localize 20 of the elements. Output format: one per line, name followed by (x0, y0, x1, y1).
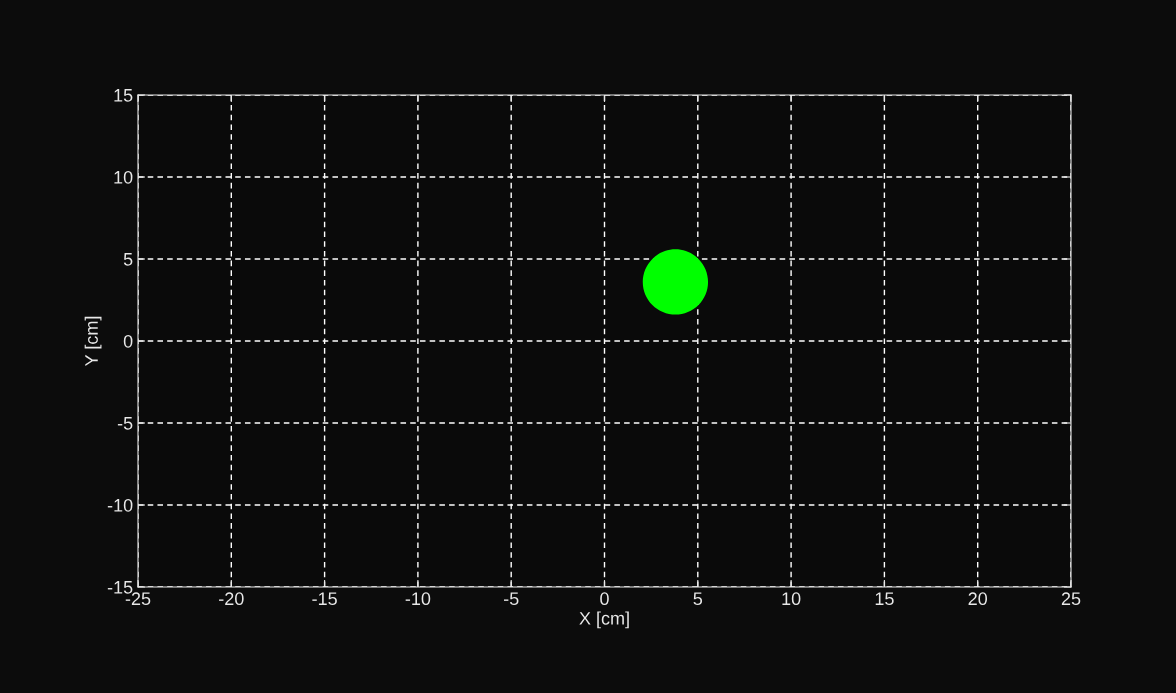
x-tick-label: 20 (968, 592, 988, 606)
x-tick-label: 5 (693, 592, 703, 606)
x-axis-title: X [cm] (579, 611, 629, 629)
x-tick-label: 10 (782, 592, 801, 606)
x-tick-label: -15 (312, 592, 337, 606)
y-tick-label: -5 (117, 417, 133, 430)
x-tick-label: 25 (1061, 592, 1081, 606)
x-tick-label: -10 (405, 592, 431, 606)
y-tick-label: 15 (114, 89, 133, 102)
y-axis-title: Y [cm] (84, 316, 102, 367)
y-tick-label: -10 (107, 498, 133, 512)
y-tick-label: 10 (114, 170, 133, 184)
y-tick-label: -15 (107, 581, 133, 594)
x-tick-label: -25 (125, 592, 151, 606)
y-tick-label: 5 (123, 253, 133, 266)
y-tick-label: 0 (123, 334, 133, 348)
x-tick-label: -5 (503, 592, 519, 606)
x-tick-label: 15 (875, 592, 894, 606)
x-tick-label: 0 (600, 592, 609, 606)
x-tick-label: -20 (219, 592, 244, 606)
